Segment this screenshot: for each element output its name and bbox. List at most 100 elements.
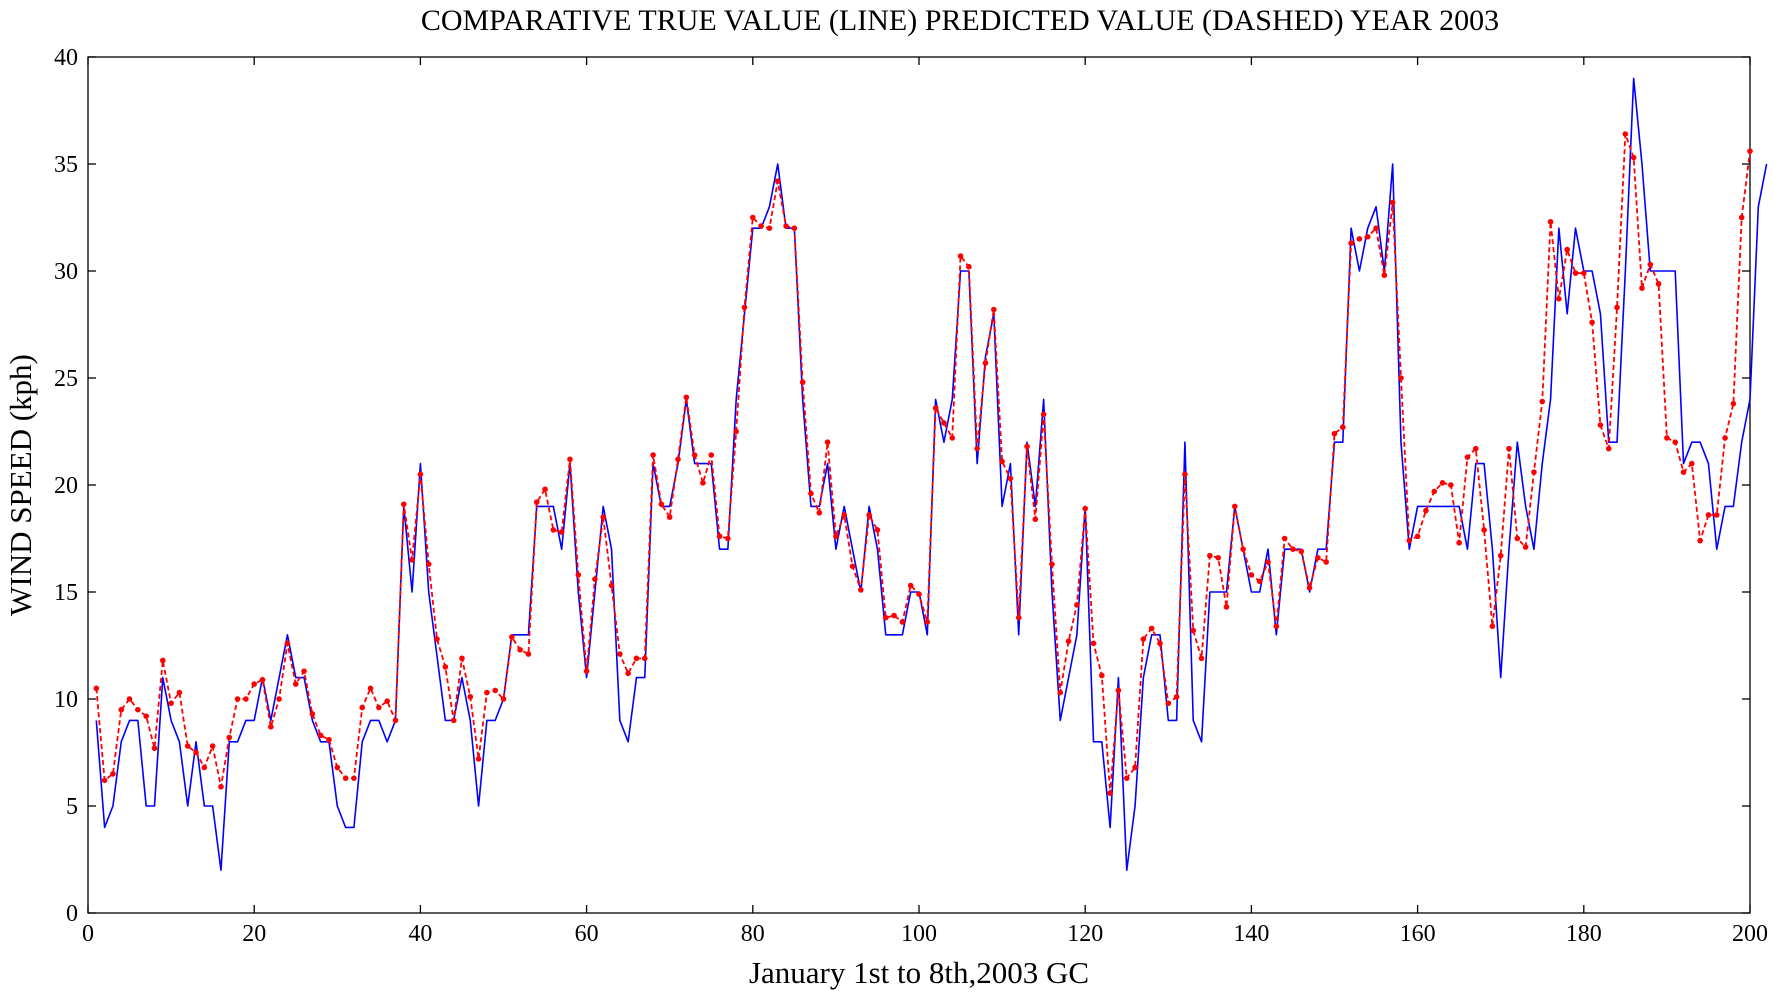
predicted-point — [774, 178, 781, 184]
predicted-point — [1165, 700, 1172, 707]
predicted-point — [1306, 584, 1313, 591]
predicted-point — [866, 512, 872, 518]
predicted-point — [201, 764, 208, 771]
x-axis: 0 20 40 60 80 100 120 140 160 180 200 — [82, 57, 1768, 947]
predicted-point — [1140, 636, 1147, 642]
predicted-point — [1589, 319, 1595, 326]
predicted-point — [700, 480, 706, 486]
predicted-point — [675, 456, 681, 463]
predicted-point — [367, 685, 374, 692]
y-tick-label: 0 — [66, 901, 78, 927]
predicted-point — [1647, 261, 1654, 268]
predicted-point — [243, 696, 249, 702]
predicted-point — [592, 576, 598, 582]
predicted-point — [1132, 764, 1138, 771]
predicted-point — [459, 655, 465, 662]
chart-title: COMPARATIVE TRUE VALUE (LINE) PREDICTED … — [421, 4, 1499, 37]
predicted-point — [1099, 672, 1105, 679]
predicted-point — [658, 501, 665, 508]
predicted-point — [650, 452, 656, 458]
predicted-point — [783, 223, 789, 229]
predicted-point — [1057, 689, 1064, 696]
predicted-point — [492, 687, 498, 694]
predicted-point — [766, 225, 773, 231]
predicted-point — [533, 499, 540, 505]
predicted-point — [101, 777, 108, 784]
predicted-point — [932, 405, 939, 411]
predicted-point — [1481, 527, 1487, 533]
predicted-point — [1315, 554, 1321, 561]
predicted-point — [1082, 505, 1088, 512]
predicted-point — [1456, 539, 1462, 546]
predicted-point — [417, 471, 424, 478]
predicted-point — [808, 490, 814, 497]
predicted-point — [1323, 559, 1329, 565]
predicted-point — [143, 713, 149, 719]
predicted-point — [641, 655, 648, 662]
predicted-point — [1730, 400, 1737, 407]
predicted-point — [342, 775, 349, 781]
predicted-point — [1489, 623, 1496, 630]
predicted-point — [1472, 445, 1479, 452]
predicted-point — [1689, 460, 1695, 467]
predicted-point — [1423, 507, 1429, 514]
predicted-point — [1639, 285, 1645, 291]
predicted-point — [1697, 537, 1703, 544]
predicted-point — [899, 619, 906, 625]
predicted-point — [1364, 233, 1371, 240]
predicted-point — [409, 557, 415, 563]
predicted-point — [376, 704, 382, 711]
predicted-point — [268, 724, 274, 730]
predicted-point — [1406, 537, 1413, 544]
predicted-point — [126, 696, 133, 702]
predicted-point — [351, 775, 357, 781]
predicted-point — [1348, 240, 1354, 246]
predicted-point — [1331, 430, 1338, 437]
predicted-point — [1431, 488, 1438, 495]
predicted-point — [284, 640, 291, 647]
predicted-point — [110, 771, 116, 777]
x-tick-label: 0 — [82, 921, 94, 947]
predicted-point — [1273, 623, 1280, 630]
predicted-point — [450, 717, 457, 724]
predicted-point — [608, 582, 615, 589]
y-axis-label: WIND SPEED (kph) — [3, 354, 38, 616]
predicted-point — [1664, 435, 1670, 441]
predicted-point — [1605, 445, 1612, 452]
x-tick-label: 40 — [408, 921, 432, 947]
predicted-point — [617, 651, 623, 657]
predicted-point — [874, 527, 881, 533]
y-tick-label: 20 — [54, 473, 78, 499]
predicted-point — [1223, 604, 1230, 610]
predicted-point — [1290, 546, 1296, 552]
predicted-point — [1207, 552, 1213, 559]
x-tick-label: 140 — [1233, 921, 1269, 947]
predicted-point — [226, 734, 233, 741]
predicted-value-line — [95, 133, 1751, 795]
predicted-point — [1256, 578, 1263, 585]
predicted-point — [999, 458, 1005, 465]
predicted-point — [841, 512, 848, 518]
predicted-point — [1373, 225, 1379, 231]
predicted-point — [982, 360, 989, 366]
predicted-point — [600, 514, 607, 520]
predicted-point — [1190, 627, 1197, 634]
true-value-line — [95, 77, 1768, 871]
y-tick-label: 25 — [54, 366, 78, 392]
predicted-point — [1065, 638, 1072, 645]
predicted-point — [326, 736, 332, 743]
predicted-point — [1340, 424, 1346, 431]
predicted-point — [525, 651, 532, 657]
predicted-point — [725, 535, 731, 542]
predicted-point — [575, 572, 582, 578]
predicted-point — [292, 681, 299, 687]
predicted-point — [1514, 535, 1521, 542]
predicted-point — [1572, 270, 1579, 276]
predicted-point — [135, 706, 141, 713]
series-layer — [93, 77, 1768, 871]
predicted-point — [1497, 552, 1504, 559]
predicted-point — [1448, 482, 1454, 488]
predicted-point — [916, 591, 922, 597]
predicted-point — [359, 704, 366, 711]
predicted-point — [1622, 131, 1629, 137]
